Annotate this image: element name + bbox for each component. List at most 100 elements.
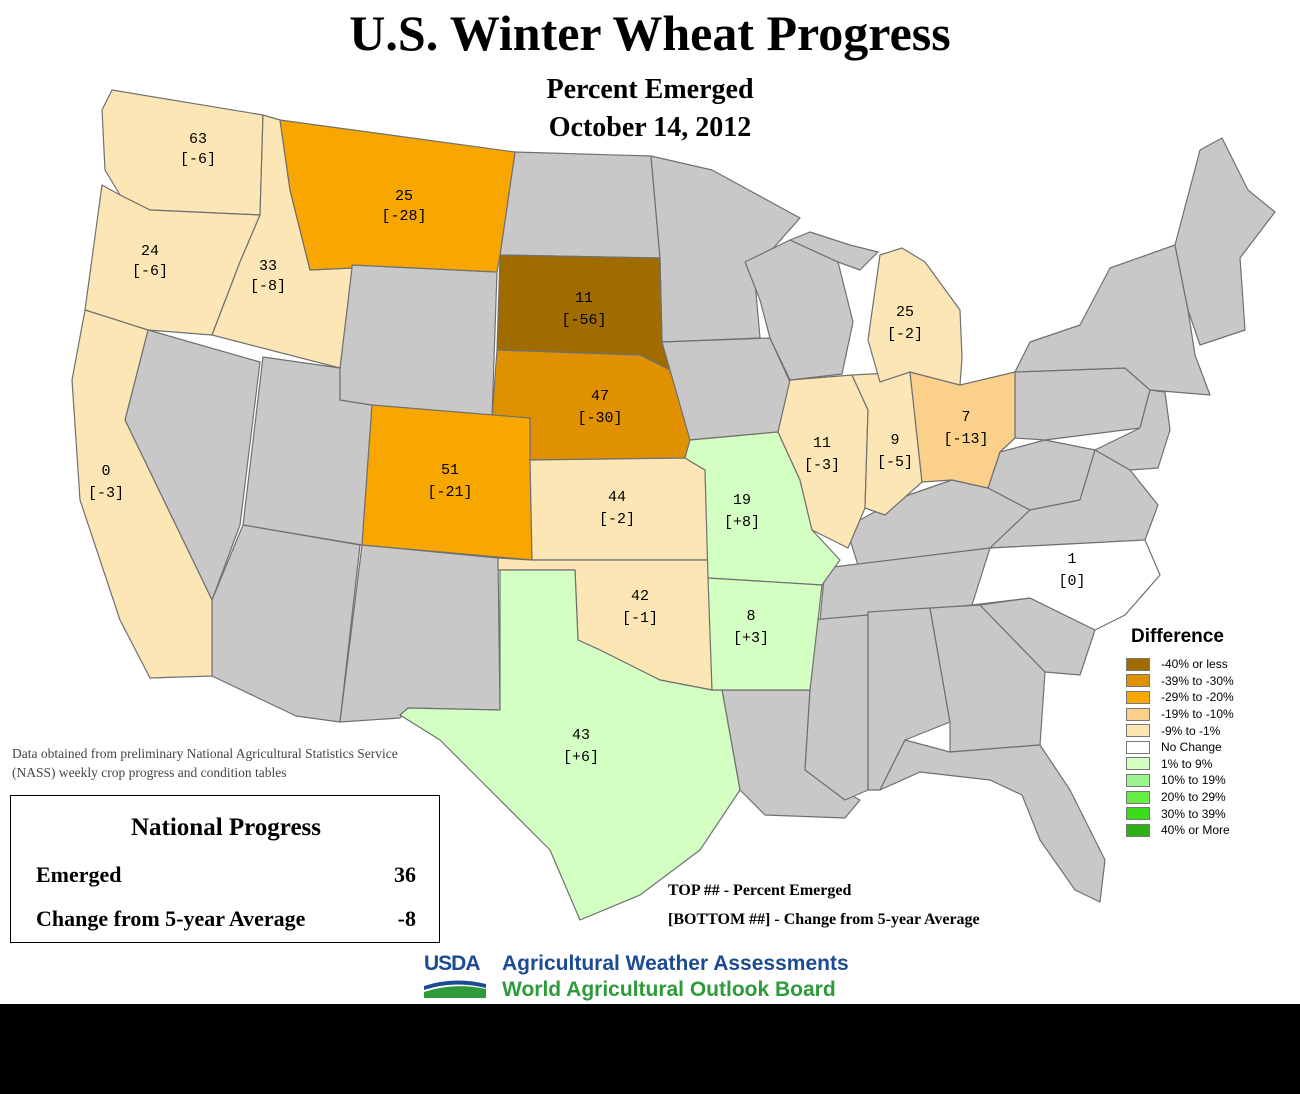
state-co [361,404,533,561]
legend-label: 30% to 39% [1161,806,1226,821]
label-mi-bottom: [-2] [887,326,923,343]
legend-swatch [1126,690,1150,704]
legend-item: 20% to 29% [1126,789,1296,806]
state-ar [707,577,823,691]
label-or-top: 24 [141,243,159,260]
label-nc-top: 1 [1067,551,1076,568]
label-ks-top: 44 [608,489,626,506]
legend-item: 30% to 39% [1126,805,1296,822]
state-ks [529,457,709,561]
national-change-value: -8 [397,906,416,931]
legend-item: 1% to 9% [1126,756,1296,773]
national-change-label: Change from 5-year Average [36,906,306,931]
map-subtitle: Percent Emerged [546,74,754,105]
label-ne-top: 47 [591,388,609,405]
usda-line-1: Agricultural Weather Assessments [502,952,849,975]
legend-swatch [1126,823,1150,837]
label-mt-bottom: [-28] [381,208,426,225]
legend-item: 10% to 19% [1126,772,1296,789]
label-il-bottom: [-3] [804,457,840,474]
national-emerged-row: Emerged 36 [36,862,416,888]
legend-label: -19% to -10% [1161,707,1234,722]
legend-label: -40% or less [1161,657,1228,672]
usda-logo-swoosh-icon [424,980,486,998]
state-tx [399,569,741,921]
us-map: 63 [-6] 24 [-6] 33 [-8] 25 [-28] 0 [-3] … [71,89,1276,921]
legend-swatch [1126,707,1150,721]
legend-item: -40% or less [1126,656,1296,673]
state-nc [971,539,1161,631]
state-mi-up [789,231,879,271]
label-wa-top: 63 [189,131,207,148]
source-note: Data obtained from preliminary National … [12,746,398,780]
label-mo-bottom: [+8] [724,514,760,531]
key-bottom-line: [BOTTOM ##] - Change from 5-year Average [668,911,980,928]
label-ar-bottom: [+3] [733,630,769,647]
legend-swatch [1126,807,1150,821]
label-key: TOP ## - Percent Emerged [BOTTOM ##] - C… [668,876,980,934]
label-tx-top: 43 [572,727,590,744]
state-mt [279,119,516,273]
national-progress-title: National Progress [130,814,322,841]
legend: Difference -40% or less -39% to -30% -29% … [1126,626,1296,839]
legend-label: 1% to 9% [1161,756,1213,771]
usda-logo: USDA [424,952,481,975]
legend-label: -29% to -20% [1161,690,1234,705]
label-ok-top: 42 [631,588,649,605]
legend-item: -19% to -10% [1126,706,1296,723]
label-wa-bottom: [-6] [180,151,216,168]
state-oh [909,371,1016,489]
label-ar-top: 8 [746,608,755,625]
state-mi [867,247,963,386]
key-top-line: TOP ## - Percent Emerged [668,882,852,899]
legend-item: -9% to -1% [1126,722,1296,739]
legend-swatch [1126,740,1150,754]
legend-items: -40% or less -39% to -30% -29% to -20% -19%… [1126,656,1296,839]
legend-item: -39% to -30% [1126,673,1296,690]
legend-item: No Change [1126,739,1296,756]
state-ca [71,309,213,679]
state-ny [1014,244,1211,396]
legend-item: 40% or More [1126,822,1296,839]
label-co-bottom: [-21] [427,484,472,501]
state-wy [339,264,498,419]
legend-swatch [1126,790,1150,804]
legend-label: 40% or More [1161,823,1230,838]
map-title: U.S. Winter Wheat Progress [349,5,951,61]
legend-swatch [1126,674,1150,688]
national-emerged-label: Emerged [36,862,122,887]
label-in-bottom: [-5] [877,454,913,471]
legend-title: Difference [1131,626,1224,647]
label-id-top: 33 [259,258,277,275]
label-oh-bottom: [-13] [943,431,988,448]
legend-label: 20% to 29% [1161,790,1226,805]
label-or-bottom: [-6] [132,263,168,280]
label-ks-bottom: [-2] [599,511,635,528]
label-sd-top: 11 [575,290,593,307]
label-sd-bottom: [-56] [561,312,606,329]
state-nd [499,151,661,259]
state-az [211,524,361,723]
state-new-england [1174,137,1276,346]
label-ca-bottom: [-3] [88,485,124,502]
legend-label: No Change [1161,740,1222,755]
legend-label: -9% to -1% [1161,723,1221,738]
legend-swatch [1126,773,1150,787]
national-change-row: Change from 5-year Average -8 [36,906,416,932]
usda-footer: USDA Agricultural Weather Assessments Wo… [424,952,894,1002]
label-in-top: 9 [890,432,899,449]
national-emerged-value: 36 [394,862,416,887]
label-ne-bottom: [-30] [577,410,622,427]
state-fl [879,739,1106,903]
label-il-top: 11 [813,435,831,452]
map-date: October 14, 2012 [548,112,752,143]
legend-swatch [1126,757,1150,771]
footer-band [0,1004,1300,1094]
label-tx-bottom: [+6] [563,749,599,766]
state-nm [339,544,501,723]
legend-label: 10% to 19% [1161,773,1226,788]
label-nc-bottom: [0] [1058,573,1085,590]
legend-swatch [1126,724,1150,738]
state-pa [1014,367,1151,441]
legend-swatch [1126,657,1150,671]
